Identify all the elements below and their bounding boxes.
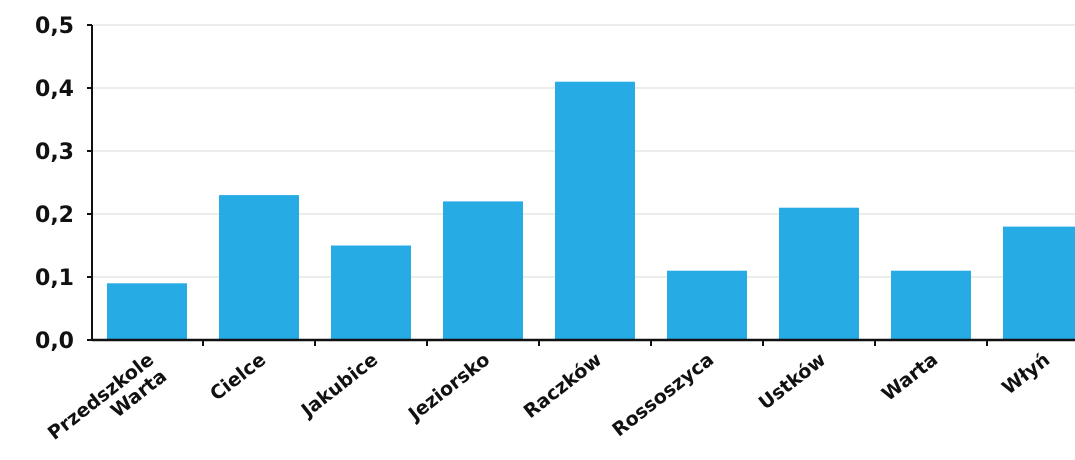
bar [331,245,411,340]
x-tick-label: Jakubice [296,349,382,423]
bar [107,283,187,340]
x-tick-label: Rossoszyca [608,349,718,442]
x-tick-label: Ustków [755,349,830,415]
bar [443,201,523,340]
y-tick-label: 0,1 [35,266,74,291]
y-tick-label: 0,0 [35,329,74,354]
x-axis-ticks: PrzedszkoleWarta Cielce Jakubice Jeziorsko R… [44,349,1054,460]
bar [779,207,859,340]
x-tick-label: Warta [878,349,942,406]
x-tick-label: Jeziorsko [403,349,494,427]
axes [87,24,1075,346]
bar [667,270,747,340]
x-tick-label: Cielce [206,349,270,406]
x-tick-label: Raczków [520,349,606,423]
x-tick-label: Włyń [998,349,1054,400]
y-tick-label: 0,4 [35,77,74,102]
y-tick-label: 0,3 [35,140,74,165]
bar [555,81,635,340]
bar [1003,226,1075,340]
bar [891,270,971,340]
y-tick-label: 0,2 [35,203,74,228]
bars [107,81,1075,340]
y-tick-label: 0,5 [35,14,74,39]
bar [219,195,299,340]
y-axis-ticks: 0,0 0,1 0,2 0,3 0,4 0,5 [35,14,74,354]
x-tick-label: PrzedszkoleWarta [44,349,171,460]
